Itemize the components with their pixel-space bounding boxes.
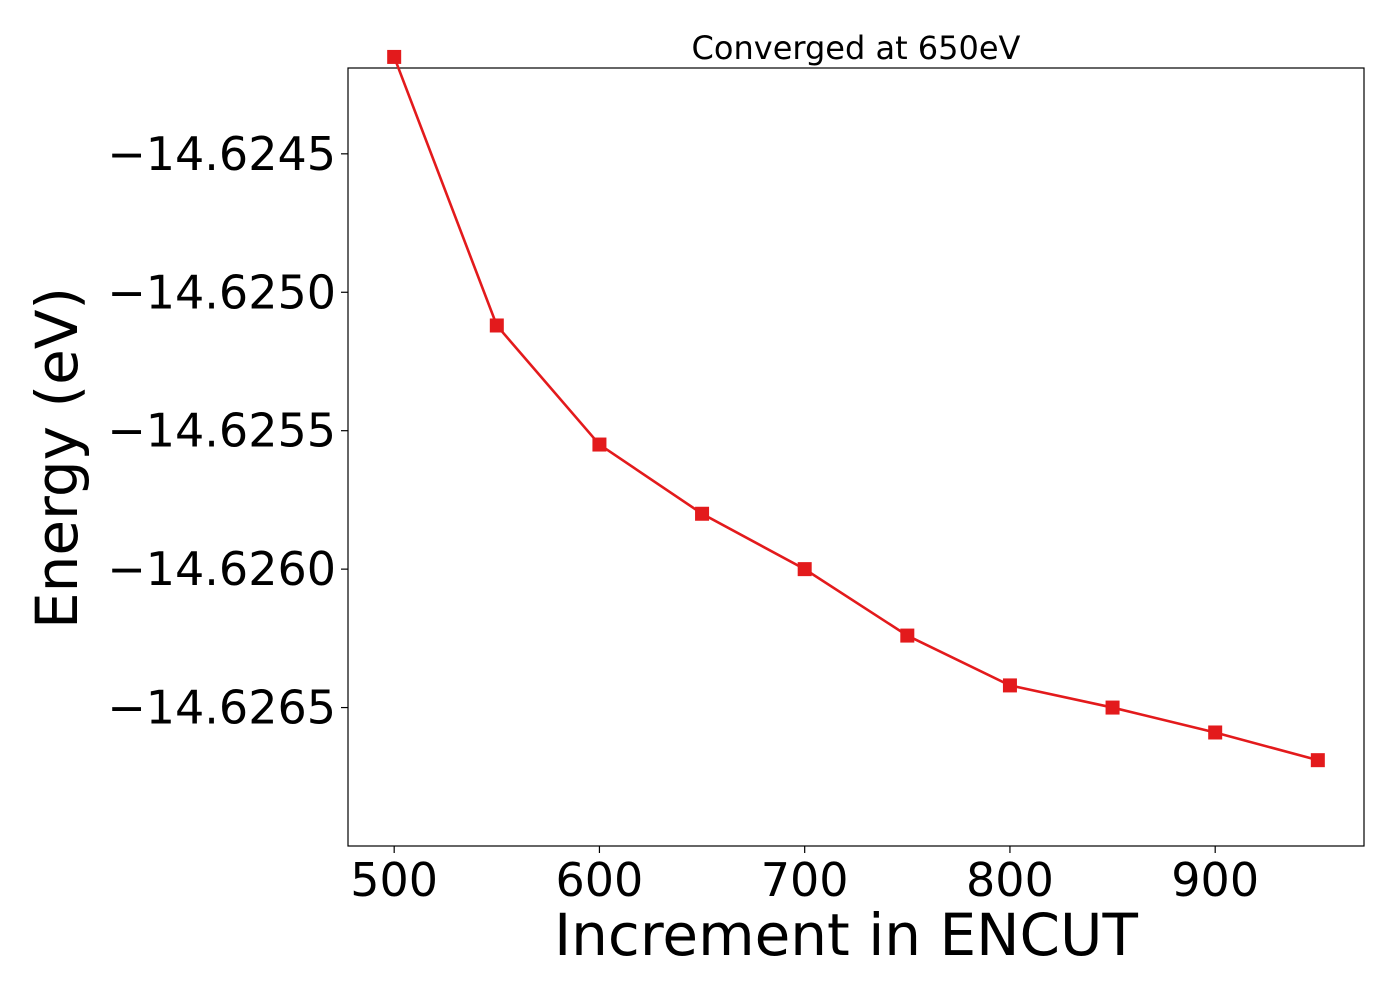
- y-tick-label: −14.6265: [107, 681, 336, 735]
- y-tick-label: −14.6255: [107, 404, 336, 458]
- series-layer: [387, 49, 1325, 768]
- data-point: [695, 506, 710, 521]
- data-point: [1105, 700, 1120, 715]
- chart-title: Converged at 650eV: [692, 29, 1021, 67]
- data-point: [1310, 753, 1325, 768]
- plot-frame: [347, 67, 1365, 847]
- x-axis-label: Increment in ENCUT: [554, 901, 1138, 969]
- y-tick-label: −14.6245: [107, 127, 336, 181]
- data-point: [592, 437, 607, 452]
- data-point: [900, 628, 915, 643]
- y-tick-label: −14.6250: [107, 265, 336, 319]
- y-axis-label: Energy (eV): [23, 287, 91, 629]
- data-point: [489, 318, 504, 333]
- y-tick-label: −14.6260: [107, 542, 336, 596]
- series-line: [392, 56, 1319, 762]
- data-point: [387, 49, 402, 64]
- y-axis-ticks: −14.6245 −14.6250 −14.6255 −14.6260 −14.6265: [107, 127, 348, 735]
- x-tick-label: 500: [350, 853, 438, 907]
- x-tick-label: 700: [761, 853, 849, 907]
- x-tick-label: 800: [966, 853, 1054, 907]
- x-axis-ticks: 500 600 700 800 900: [350, 846, 1259, 907]
- data-point: [1208, 725, 1223, 740]
- data-point: [1002, 678, 1017, 693]
- data-point: [797, 562, 812, 577]
- x-tick-label: 900: [1171, 853, 1259, 907]
- x-tick-label: 600: [556, 853, 644, 907]
- plot-area: [347, 67, 1365, 847]
